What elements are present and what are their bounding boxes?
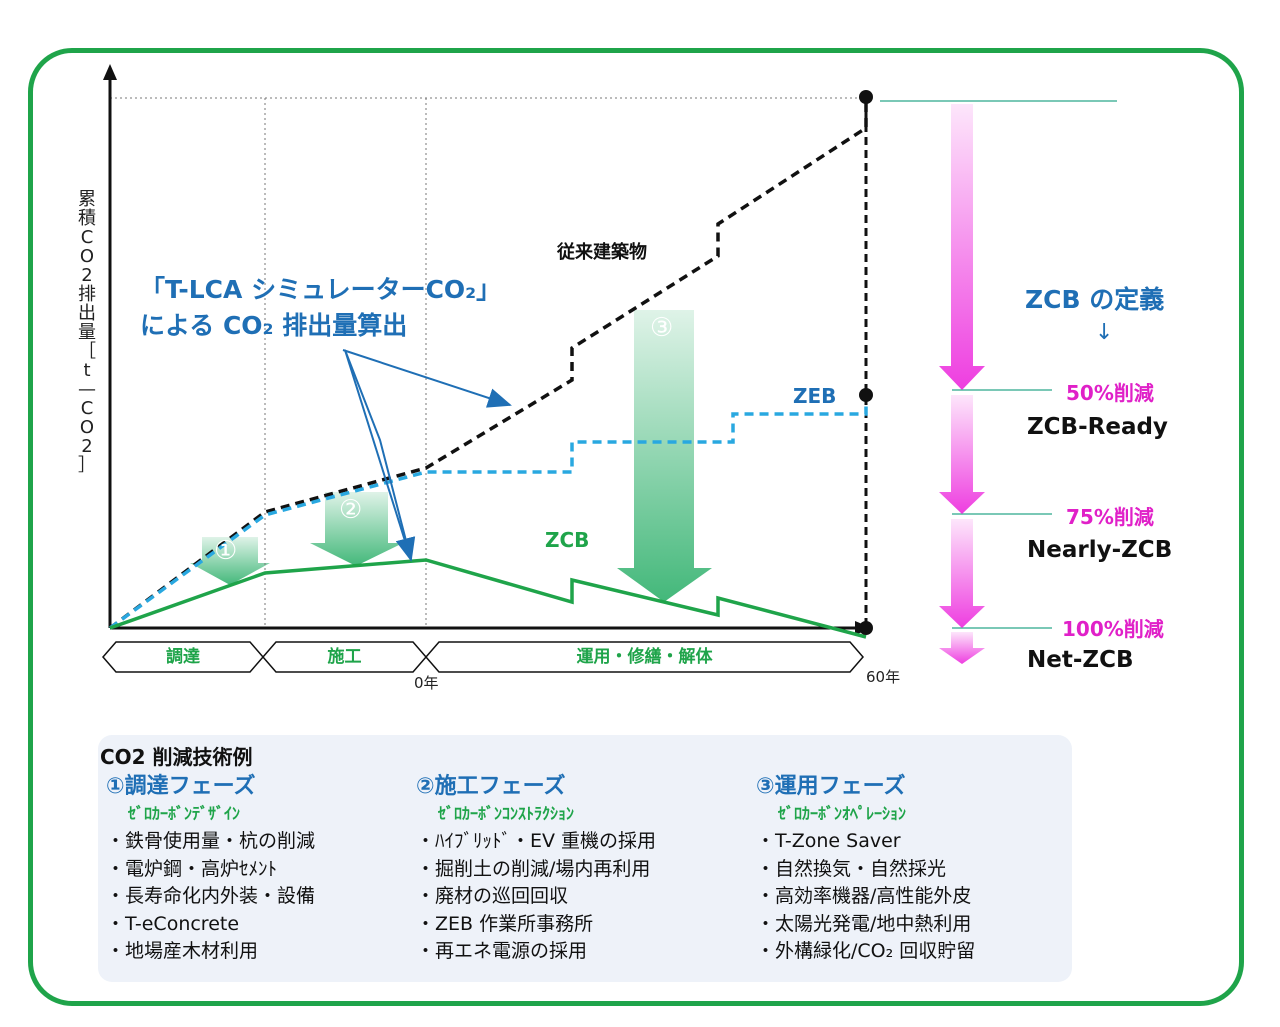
phase-bar bbox=[102, 641, 864, 673]
column-subheading: ｾﾞﾛｶｰﾎﾞﾝｺﾝｽﾄﾗｸｼｮﾝ bbox=[438, 804, 575, 823]
technique-column-construction: ②施工フェーズ ｾﾞﾛｶｰﾎﾞﾝｺﾝｽﾄﾗｸｼｮﾝ ﾊｲﾌﾞﾘｯﾄﾞ・EV 重機… bbox=[416, 772, 656, 966]
list-item: ﾊｲﾌﾞﾘｯﾄﾞ・EV 重機の採用 bbox=[416, 828, 656, 856]
level-2-name: Nearly-ZCB bbox=[1027, 537, 1173, 563]
callout-line-1: 「T-LCA シミュレーターCO₂」 bbox=[140, 275, 502, 304]
list-item: 自然換気・自然採光 bbox=[756, 856, 975, 884]
reduction-arrow-2 bbox=[310, 492, 403, 566]
level-3-percent: 100%削減 bbox=[1062, 617, 1164, 641]
list-item: 掘削土の削減/場内再利用 bbox=[416, 856, 656, 884]
list-item: T-eConcrete bbox=[106, 911, 315, 939]
conventional-building-line bbox=[108, 98, 868, 630]
conventional-label: 従来建築物 bbox=[557, 242, 647, 263]
list-item: 鉄骨使用量・杭の削減 bbox=[106, 828, 315, 856]
list-item: 地場産木材利用 bbox=[106, 938, 315, 966]
level-1-name: ZCB-Ready bbox=[1027, 414, 1168, 440]
zcb-label: ZCB bbox=[545, 528, 590, 552]
column-heading: ①調達フェーズ bbox=[106, 774, 256, 799]
list-item: 再エネ電源の採用 bbox=[416, 938, 656, 966]
tick-sixty-year: 60年 bbox=[866, 668, 901, 686]
marker-3: ③ bbox=[650, 313, 674, 343]
tick-zero-year: 0年 bbox=[414, 674, 439, 692]
column-heading: ③運用フェーズ bbox=[756, 774, 906, 799]
column-subheading: ｾﾞﾛｶｰﾎﾞﾝﾃﾞｻﾞｲﾝ bbox=[128, 804, 241, 823]
zeb-end-dot bbox=[859, 388, 873, 402]
phase-construction: 施工 bbox=[327, 647, 362, 667]
callout-arrows bbox=[342, 349, 512, 562]
definition-arrows bbox=[939, 104, 985, 664]
list-item: ZEB 作業所事務所 bbox=[416, 911, 656, 939]
definition-down-arrow: ↓ bbox=[1095, 320, 1114, 345]
technique-column-operation: ③運用フェーズ ｾﾞﾛｶｰﾎﾞﾝｵﾍﾟﾚｰｼｮﾝ T-Zone Saver 自然… bbox=[756, 772, 975, 966]
list-item: 外構緑化/CO₂ 回収貯留 bbox=[756, 938, 975, 966]
y-axis-label: 累積 C O 2 排出量 ［ t — C O 2 ］ bbox=[78, 189, 96, 476]
reduction-arrow-1 bbox=[190, 537, 270, 585]
level-1-percent: 50%削減 bbox=[1066, 381, 1154, 405]
marker-1: ① bbox=[214, 536, 238, 566]
phase-procurement: 調達 bbox=[166, 647, 200, 667]
level-3-name: Net-ZCB bbox=[1027, 647, 1134, 673]
phase-operation: 運用・修繕・解体 bbox=[576, 647, 713, 667]
list-item: 高効率機器/高性能外皮 bbox=[756, 883, 975, 911]
techniques-title: CO2 削減技術例 bbox=[100, 745, 253, 769]
column-subheading: ｾﾞﾛｶｰﾎﾞﾝｵﾍﾟﾚｰｼｮﾝ bbox=[778, 804, 907, 823]
zeb-label: ZEB bbox=[793, 384, 837, 408]
marker-2: ② bbox=[339, 495, 363, 525]
list-item: T-Zone Saver bbox=[756, 828, 975, 856]
technique-column-procurement: ①調達フェーズ ｾﾞﾛｶｰﾎﾞﾝﾃﾞｻﾞｲﾝ 鉄骨使用量・杭の削減 電炉鋼・高炉… bbox=[106, 772, 315, 966]
level-2-percent: 75%削減 bbox=[1066, 505, 1154, 529]
list-item: 電炉鋼・高炉ｾﾒﾝﾄ bbox=[106, 856, 315, 884]
outer-frame bbox=[28, 48, 1244, 1006]
column-heading: ②施工フェーズ bbox=[416, 774, 566, 799]
list-item: 長寿命化内外装・設備 bbox=[106, 883, 315, 911]
phase-gridlines bbox=[110, 97, 865, 628]
reduction-arrow-3 bbox=[617, 310, 712, 602]
callout-line-2: による CO₂ 排出量算出 bbox=[140, 311, 408, 340]
zeb-line bbox=[108, 395, 868, 630]
list-item: 太陽光発電/地中熱利用 bbox=[756, 911, 975, 939]
zcb-end-dot bbox=[859, 621, 873, 635]
simulator-callout: 「T-LCA シミュレーターCO₂」 による CO₂ 排出量算出 bbox=[140, 272, 501, 344]
definition-title: ZCB の定義 bbox=[1025, 285, 1165, 314]
zcb-line bbox=[109, 558, 867, 639]
list-item: 廃材の巡回回収 bbox=[416, 883, 656, 911]
definition-leader-lines bbox=[880, 100, 1117, 629]
conventional-end-dot bbox=[859, 90, 873, 104]
